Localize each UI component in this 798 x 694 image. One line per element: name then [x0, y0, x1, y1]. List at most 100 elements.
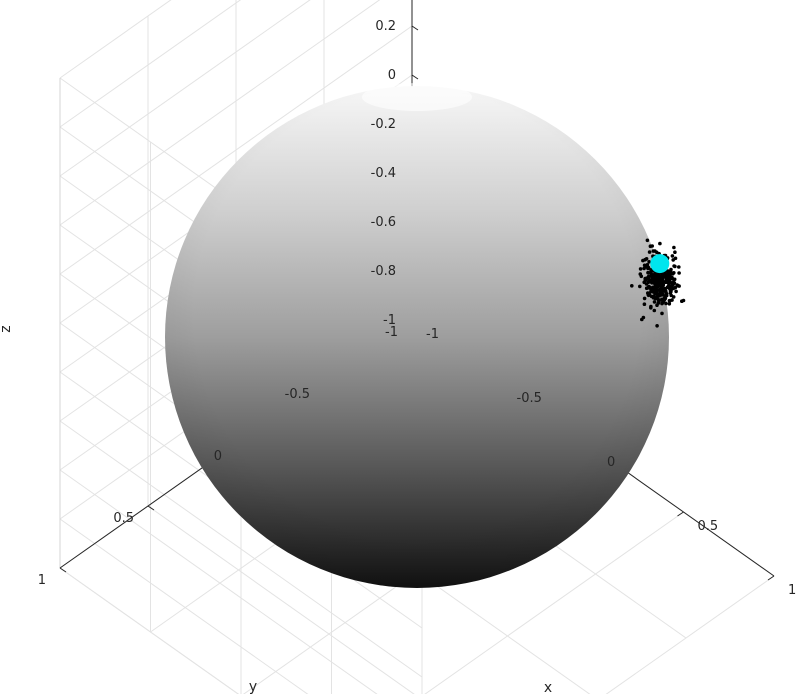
sphere-top-highlight [362, 83, 472, 111]
z-tick-label: -0.8 [371, 264, 396, 279]
cluster-point [673, 285, 678, 290]
cluster-point [674, 289, 678, 294]
cluster-point [669, 276, 673, 281]
x-tick-mark [677, 511, 684, 517]
cluster-point [663, 296, 667, 300]
cluster-point [642, 296, 647, 301]
cluster-point [647, 278, 652, 282]
wall-grid-line [59, 0, 311, 177]
cluster-point [672, 245, 676, 250]
x-axis-label: x [544, 680, 552, 694]
z-tick-labels: -1-0.8-0.6-0.4-0.200.20.40.60.81 [371, 19, 396, 328]
cluster-point [649, 306, 653, 310]
wall-grid-line [59, 0, 172, 79]
cluster-point [667, 283, 672, 288]
x-tick-labels: -1 -0.5 0 0.5 1 [426, 327, 796, 598]
cluster-point [660, 287, 664, 292]
cluster-point [663, 286, 667, 291]
cluster-point [669, 287, 674, 292]
cluster-point [681, 298, 686, 303]
cluster-point [650, 275, 655, 280]
floor-grid-line [147, 505, 415, 694]
x-tick-mark [767, 575, 775, 581]
cluster-point [647, 260, 651, 264]
cluster-point [673, 264, 677, 269]
wall-grid-line [59, 420, 423, 678]
y-tick-mark [147, 505, 155, 511]
cluster-point [646, 266, 650, 271]
y-tick-labels: -1 -0.5 0 0.5 1 [38, 325, 398, 588]
cluster-point [663, 275, 668, 280]
z-tick-label: -0.4 [371, 166, 396, 181]
x-tick-label: 0.5 [698, 519, 719, 534]
sphere-edge-shade [165, 86, 669, 588]
cluster-point [668, 280, 672, 285]
cluster-point [657, 299, 661, 303]
cluster-point [677, 265, 681, 269]
unit-sphere-surface [165, 83, 669, 588]
y-tick-label: -1 [385, 325, 398, 340]
cluster-point [667, 302, 672, 306]
cluster-point [668, 270, 673, 274]
x-tick-label: -0.5 [517, 391, 542, 406]
cluster-point [641, 315, 646, 320]
y-tick-label: 0 [214, 449, 222, 464]
cluster-point [642, 280, 646, 285]
cluster-point [668, 298, 672, 303]
y-tick-label: 1 [38, 573, 46, 588]
cluster-point [642, 302, 647, 307]
z-tick-label: -0.2 [371, 117, 396, 132]
y-axis-label: y [249, 679, 257, 694]
cluster-point [662, 280, 667, 284]
wall-grid-line [59, 469, 378, 694]
z-tick-label: 0 [388, 68, 396, 83]
floor-grid-line [605, 575, 775, 694]
cluster-point [638, 267, 643, 271]
cluster-point [653, 296, 658, 301]
cluster-point [647, 250, 652, 254]
wall-grid-line [59, 567, 240, 694]
cluster-point [655, 303, 659, 308]
wall-grid-line [59, 25, 413, 275]
cluster-point [658, 283, 663, 288]
cluster-point [658, 241, 662, 246]
cluster-point [646, 291, 650, 295]
wall-grid-line [59, 0, 381, 226]
cluster-point [655, 324, 659, 328]
cluster-point [659, 293, 664, 297]
cluster-point [649, 294, 654, 299]
cluster-point [675, 283, 680, 288]
z-tick-label: -0.6 [371, 215, 396, 230]
cluster-point [664, 301, 668, 306]
wall-grid-line [59, 0, 242, 128]
cluster-point [655, 280, 659, 284]
z-tick-label: -1 [383, 313, 396, 328]
wall-grid-line [59, 518, 309, 694]
cluster-point [638, 284, 642, 289]
cluster-point [655, 292, 659, 296]
y-tick-mark [59, 567, 67, 573]
x-tick-label: 1 [788, 583, 796, 598]
cluster-point [653, 282, 658, 287]
y-tick-label: -0.5 [285, 387, 310, 402]
cluster-point [669, 267, 673, 272]
cluster-point [664, 290, 668, 294]
cluster-point [653, 287, 657, 292]
z-tick-mark [411, 25, 419, 31]
x-tick-label: -1 [426, 327, 439, 342]
cluster-point [652, 308, 657, 313]
highlight-point [650, 254, 670, 274]
cluster-point [648, 285, 653, 290]
cluster-point [671, 258, 675, 262]
x-tick-label: 0 [607, 455, 615, 470]
cluster-point [659, 278, 663, 283]
cluster-point [660, 301, 664, 306]
cluster-point [670, 254, 675, 258]
cluster-point [669, 293, 673, 298]
cluster-point [660, 311, 664, 316]
cluster-point [646, 270, 650, 275]
cluster-point [672, 271, 676, 275]
z-tick-label: 0.2 [375, 19, 396, 34]
y-tick-label: 0.5 [113, 511, 134, 526]
